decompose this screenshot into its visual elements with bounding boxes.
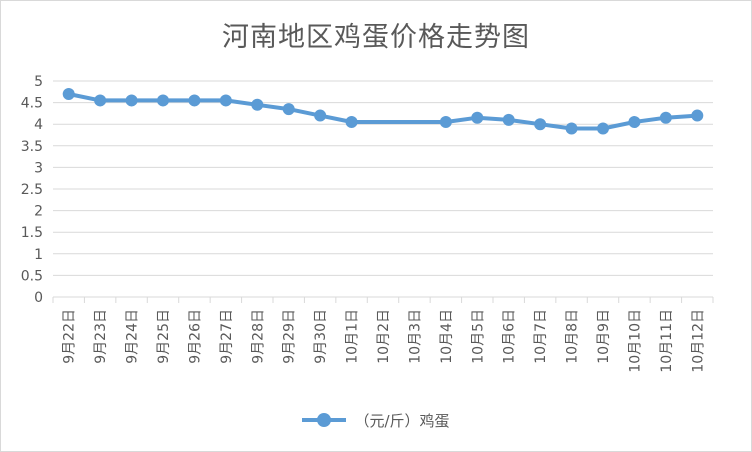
y-tick-label: 2 <box>34 204 43 220</box>
y-tick-label: 1.5 <box>21 225 43 241</box>
data-point <box>125 94 138 107</box>
data-point <box>534 118 547 131</box>
y-tick-label: 5 <box>34 74 43 90</box>
data-point <box>157 94 169 107</box>
x-tick-label: 10月11日 <box>659 309 675 373</box>
x-tick-label: 9月23日 <box>93 309 109 364</box>
x-tick-label: 9月26日 <box>187 309 203 364</box>
x-tick-label: 9月25日 <box>156 309 172 364</box>
y-tick-label: 3 <box>34 160 43 176</box>
data-point <box>628 116 641 129</box>
data-point <box>345 116 358 129</box>
x-tick-label: 9月29日 <box>282 309 298 364</box>
legend-series-label: （元/斤）鸡蛋 <box>354 411 450 430</box>
x-tick-label: 9月30日 <box>313 309 329 364</box>
chart-legend: （元/斤）鸡蛋 <box>1 407 751 433</box>
chart-title: 河南地区鸡蛋价格走势图 <box>222 22 530 53</box>
x-tick-label: 9月28日 <box>250 309 266 364</box>
data-point <box>314 109 327 122</box>
x-tick-label: 10月7日 <box>533 309 549 364</box>
x-tick-label: 10月2日 <box>376 309 392 364</box>
x-tick-label: 10月6日 <box>502 309 518 364</box>
data-point <box>471 111 484 124</box>
y-tick-label: 2.5 <box>21 182 43 198</box>
data-point <box>597 122 609 135</box>
data-point <box>439 116 452 129</box>
x-tick-label: 9月27日 <box>219 309 235 364</box>
y-tick-label: 3.5 <box>21 139 43 155</box>
x-tick-label: 10月8日 <box>565 309 581 364</box>
data-point <box>659 111 672 124</box>
y-tick-label: 4 <box>34 117 43 133</box>
y-tick-label: 0.5 <box>21 268 43 284</box>
x-tick-label: 10月12日 <box>690 309 706 373</box>
x-tick-label: 10月5日 <box>470 309 486 364</box>
y-tick-label: 4.5 <box>21 96 43 112</box>
data-point <box>565 122 578 135</box>
data-point <box>94 94 107 107</box>
legend-line-marker-icon <box>302 413 347 427</box>
x-tick-label: 9月24日 <box>125 309 141 364</box>
data-point <box>282 103 295 116</box>
y-tick-label: 0 <box>34 290 43 306</box>
x-tick-label: 10月9日 <box>596 309 612 364</box>
x-tick-label: 10月3日 <box>407 309 423 364</box>
data-point <box>502 113 515 126</box>
data-point <box>188 94 201 107</box>
y-tick-label: 1 <box>34 247 43 263</box>
data-point <box>691 109 704 122</box>
data-point <box>62 87 75 100</box>
x-tick-label: 10月10日 <box>627 309 643 373</box>
x-tick-label: 9月22日 <box>62 309 78 364</box>
x-tick-label: 10月1日 <box>345 309 361 364</box>
data-point <box>251 98 264 111</box>
x-tick-label: 10月4日 <box>439 309 455 364</box>
data-point <box>219 94 232 107</box>
